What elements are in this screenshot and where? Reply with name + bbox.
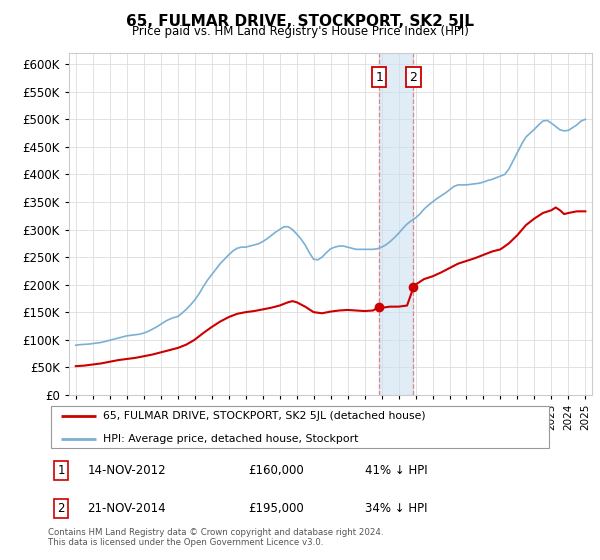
Text: 65, FULMAR DRIVE, STOCKPORT, SK2 5JL (detached house): 65, FULMAR DRIVE, STOCKPORT, SK2 5JL (de… (103, 411, 426, 421)
Text: Contains HM Land Registry data © Crown copyright and database right 2024.
This d: Contains HM Land Registry data © Crown c… (48, 528, 383, 547)
Text: 21-NOV-2014: 21-NOV-2014 (88, 502, 166, 515)
Text: HPI: Average price, detached house, Stockport: HPI: Average price, detached house, Stoc… (103, 434, 359, 444)
Text: 65, FULMAR DRIVE, STOCKPORT, SK2 5JL: 65, FULMAR DRIVE, STOCKPORT, SK2 5JL (126, 14, 474, 29)
Text: 14-NOV-2012: 14-NOV-2012 (88, 464, 166, 477)
Bar (379, 53, 413, 395)
Text: £160,000: £160,000 (248, 464, 304, 477)
Text: 41% ↓ HPI: 41% ↓ HPI (365, 464, 427, 477)
Text: 2: 2 (58, 502, 65, 515)
Text: 1: 1 (376, 71, 383, 83)
Text: 34% ↓ HPI: 34% ↓ HPI (365, 502, 427, 515)
Text: 2: 2 (410, 71, 418, 83)
Text: £195,000: £195,000 (248, 502, 304, 515)
Text: Price paid vs. HM Land Registry's House Price Index (HPI): Price paid vs. HM Land Registry's House … (131, 25, 469, 38)
Text: 1: 1 (58, 464, 65, 477)
FancyBboxPatch shape (50, 405, 550, 449)
